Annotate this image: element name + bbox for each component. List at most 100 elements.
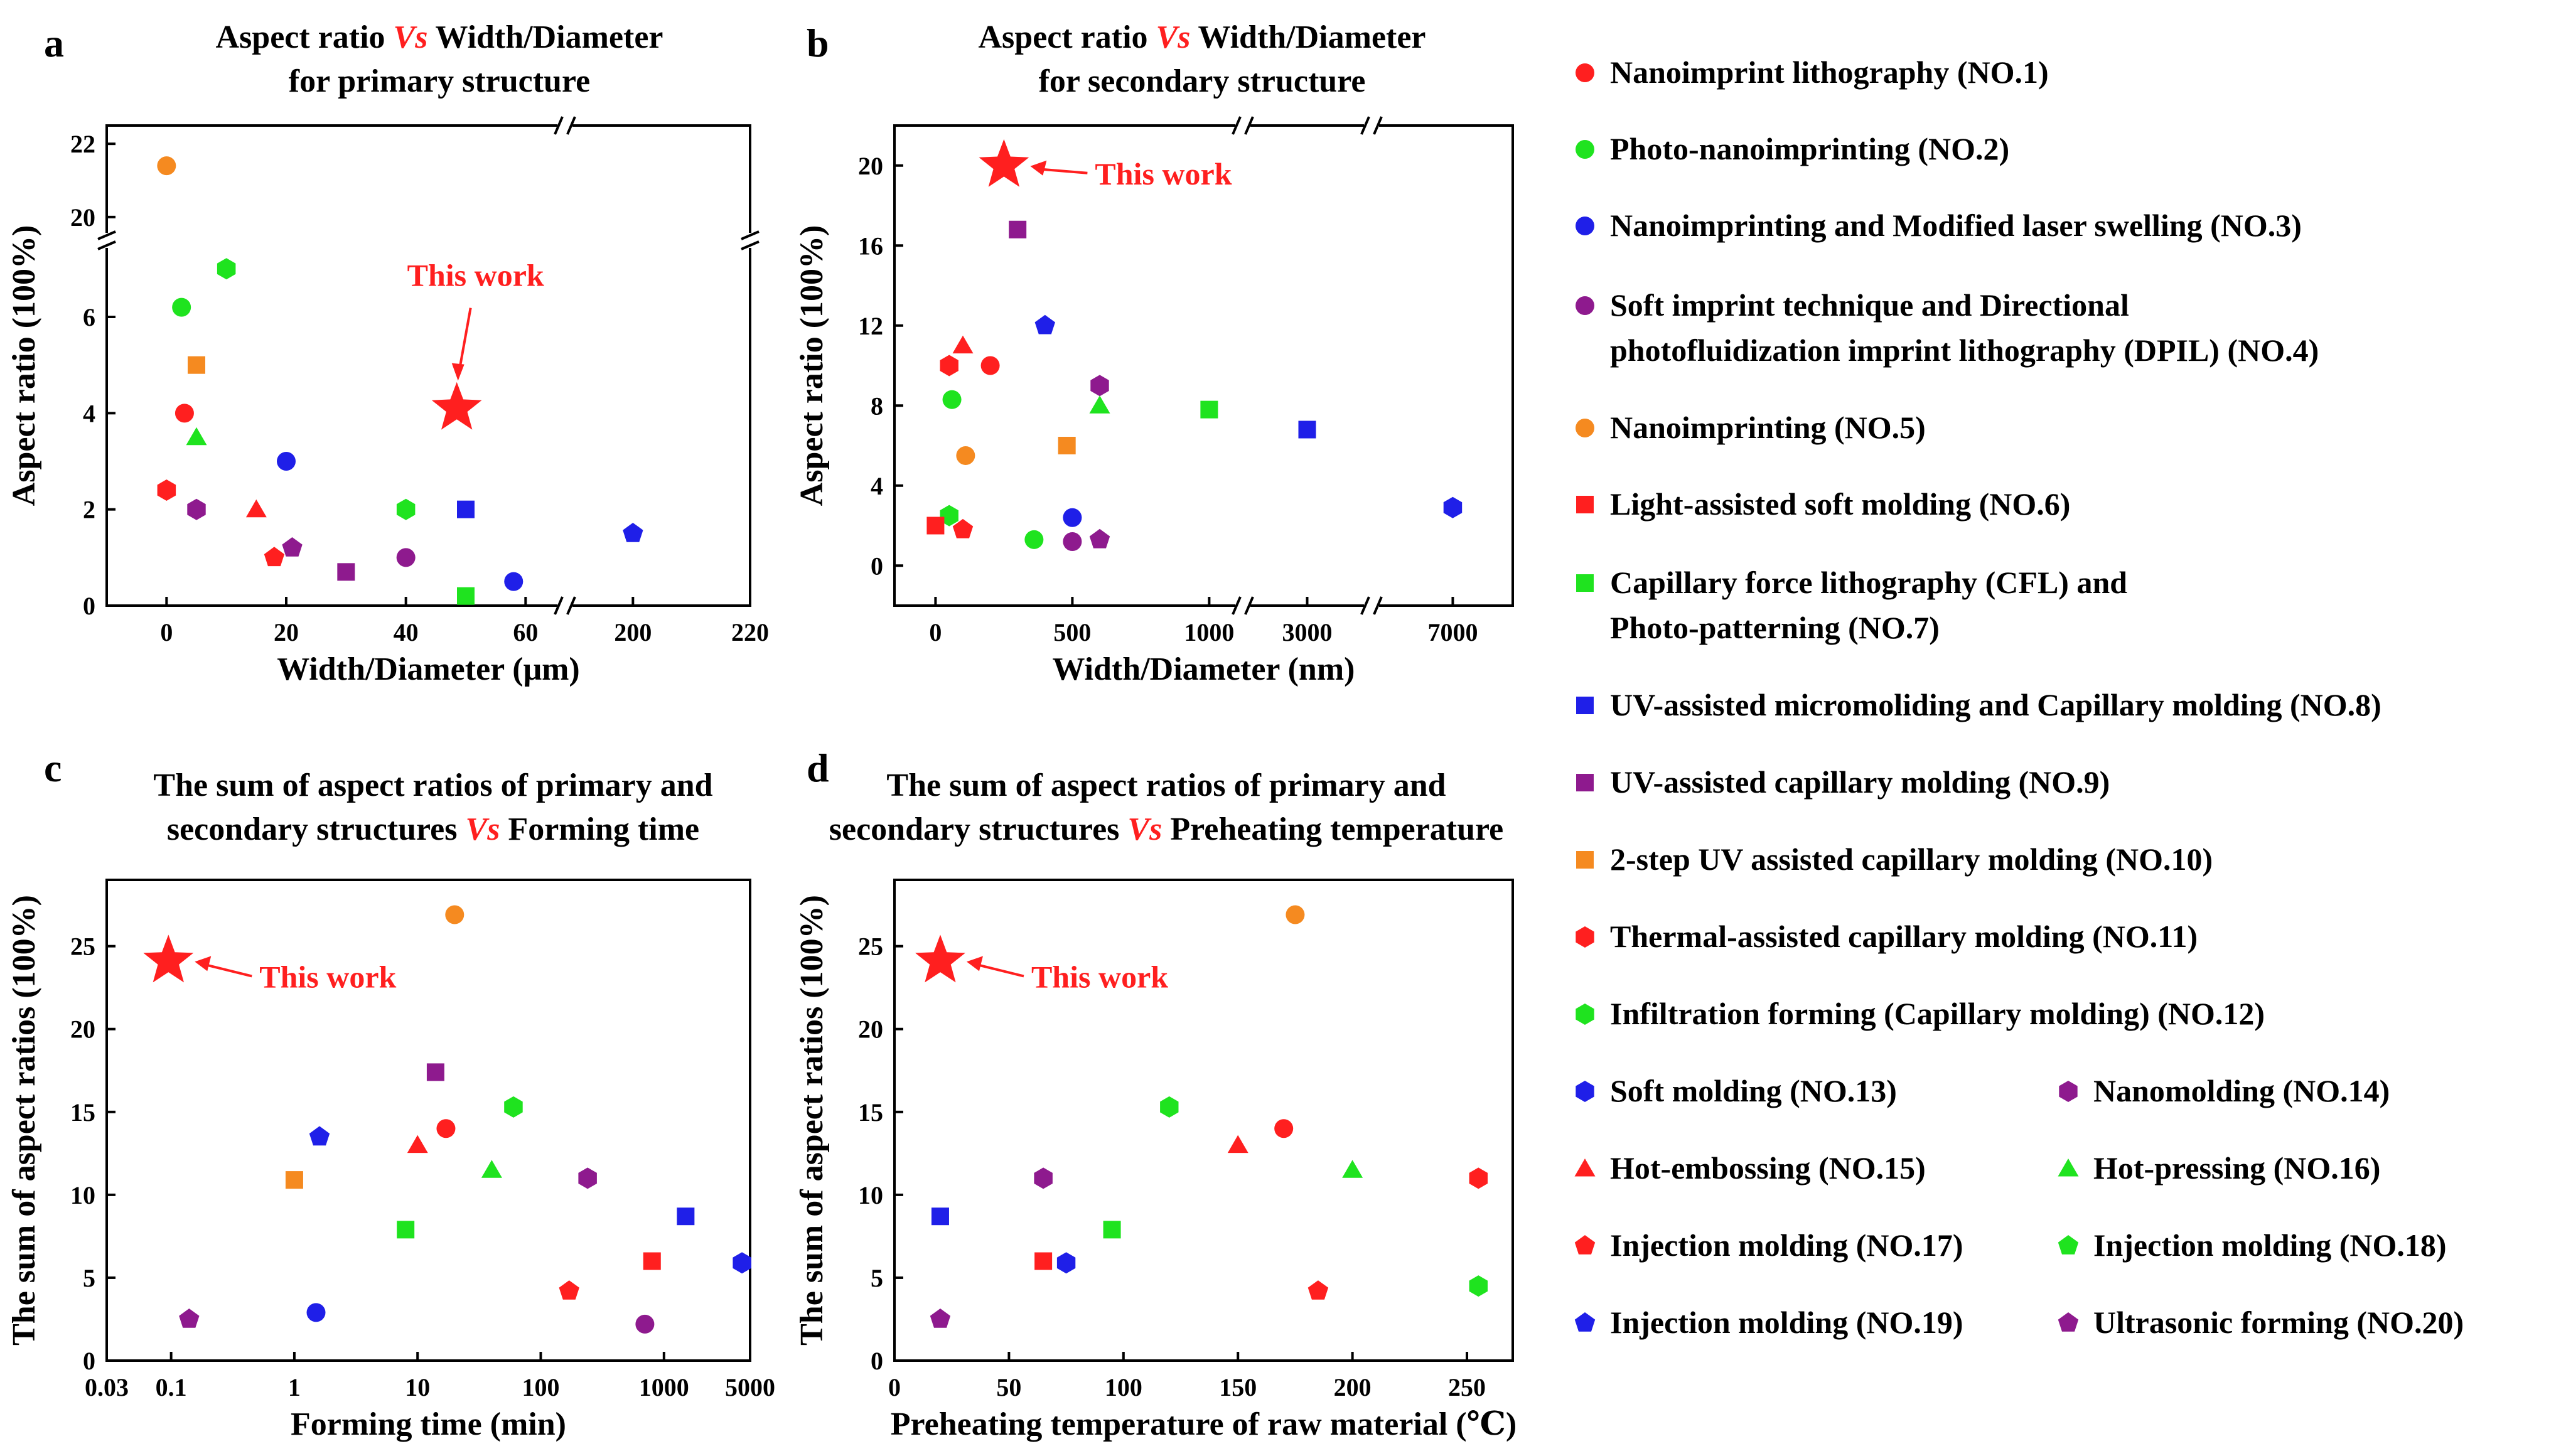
chart-title-vs: Vs [1127, 811, 1162, 847]
y-tick-label: 25 [858, 933, 883, 961]
legend-marker [2058, 1312, 2079, 1332]
data-point [1034, 1167, 1053, 1189]
x-axis-label: Width/Diameter (μm) [277, 651, 579, 687]
data-point [282, 537, 303, 557]
legend-label: photofluidization imprint lithography (D… [1610, 333, 2319, 368]
legend-marker [1574, 1312, 1596, 1332]
data-point [1063, 508, 1082, 527]
legend-label: Photo-nanoimprinting (NO.2) [1610, 131, 2009, 166]
chart-title-line2: secondary structures Vs Preheating tempe… [829, 811, 1504, 847]
data-point [1160, 1096, 1179, 1118]
data-point [931, 1207, 949, 1226]
y-tick-label: 16 [858, 232, 883, 260]
chart-title-part: Aspect ratio [979, 19, 1156, 55]
legend-marker [2059, 1081, 2078, 1102]
legend-label: 2-step UV assisted capillary molding (NO… [1610, 842, 2213, 877]
legend-marker [1576, 296, 1594, 315]
x-axis-label: Preheating temperature of raw material (… [891, 1406, 1517, 1442]
legend-label: Nanomolding (NO.14) [2093, 1073, 2390, 1108]
data-point [337, 563, 355, 581]
legend-label: Nanoimprinting (NO.5) [1610, 410, 1926, 445]
legend: Nanoimprint lithography (NO.1) Photo-nano… [1574, 55, 2464, 1340]
y-tick-label: 4 [83, 399, 95, 427]
x-tick-label: 250 [1448, 1373, 1486, 1401]
axis-break-mark [1373, 116, 1383, 135]
axis-break-mark [741, 240, 760, 250]
data-point [481, 1160, 502, 1178]
data-point [1103, 1221, 1121, 1239]
y-tick-label: 0 [871, 1347, 883, 1375]
x-tick-label: 0.03 [85, 1373, 129, 1401]
axis-break-mark [1360, 596, 1370, 615]
x-tick-label: 100 [1105, 1373, 1142, 1401]
legend-label: Capillary force lithography (CFL) and [1610, 565, 2127, 600]
legend-marker [1576, 63, 1594, 82]
data-point [426, 1063, 444, 1081]
data-point [188, 356, 205, 374]
chart-panel-a: a Aspect ratio Vs Width/Diameter for prima… [6, 19, 769, 687]
data-point [1063, 532, 1082, 551]
x-tick-label: 5000 [725, 1373, 775, 1401]
x-tick-label: 1000 [1184, 618, 1234, 646]
chart-title-part: secondary structures [167, 811, 466, 847]
this-work-label: This work [1031, 959, 1168, 994]
y-tick-label: 12 [858, 312, 883, 340]
x-tick-label: 1 [288, 1373, 301, 1401]
chart-title-line1: Aspect ratio Vs Width/Diameter [216, 19, 663, 55]
data-point [623, 523, 643, 542]
chart-title-line1: Aspect ratio Vs Width/Diameter [979, 19, 1426, 55]
this-work-arrow [205, 963, 252, 978]
legend-label: Hot-embossing (NO.15) [1610, 1150, 1926, 1186]
y-tick-label: 0 [871, 552, 883, 580]
axis-break-mark [741, 230, 760, 240]
chart-panel-c: c The sum of aspect ratios of primary and… [6, 746, 775, 1442]
data-point [1274, 1119, 1294, 1138]
axis-break-mark [1232, 596, 1242, 615]
y-tick-label: 5 [871, 1264, 883, 1292]
y-tick-label: 0 [83, 592, 95, 620]
data-point [1058, 437, 1076, 454]
legend-marker [1576, 851, 1594, 869]
x-axis-label: Forming time (min) [291, 1406, 566, 1442]
axis-break-mark [97, 230, 116, 240]
this-work-star [431, 382, 482, 430]
y-axis-label: Aspect ratio (100%) [794, 225, 830, 506]
data-point [172, 297, 191, 317]
data-point [407, 1135, 428, 1154]
legend-label: Soft imprint technique and Directional [1610, 287, 2129, 323]
y-axis-label: The sum of aspect ratios (100%) [794, 895, 830, 1346]
data-point [930, 1309, 951, 1328]
chart-title-vs: Vs [394, 19, 428, 55]
x-axis-label: Width/Diameter (nm) [1053, 651, 1355, 687]
data-point [285, 1171, 303, 1189]
this-work-star [915, 934, 965, 983]
data-point [457, 587, 475, 605]
data-point [1056, 1252, 1076, 1274]
y-tick-label: 0 [83, 1347, 95, 1375]
data-point [217, 258, 236, 280]
y-tick-label: 22 [70, 130, 95, 158]
data-point [1469, 1167, 1488, 1189]
data-point [1342, 1160, 1363, 1178]
legend-marker [1576, 419, 1594, 437]
this-work-star [143, 934, 194, 983]
x-tick-label: 500 [1053, 618, 1091, 646]
plot-frame [893, 879, 1514, 1362]
this-work-label: This work [407, 258, 544, 293]
x-tick-label: 0.1 [156, 1373, 187, 1401]
chart-title-line1: The sum of aspect ratios of primary and [153, 768, 712, 803]
x-tick-label: 220 [731, 618, 769, 646]
chart-panel-b: b Aspect ratio Vs Width/Diameter for secon… [794, 19, 1514, 687]
data-point [187, 498, 206, 520]
legend-label: UV-assisted micromoliding and Capillary … [1610, 687, 2381, 722]
legend-label: Soft molding (NO.13) [1610, 1073, 1897, 1108]
x-tick-label: 0 [888, 1373, 901, 1401]
this-work-arrowhead [966, 956, 983, 972]
legend-marker [1576, 1081, 1594, 1102]
data-point [559, 1280, 579, 1300]
x-tick-label: 3000 [1282, 618, 1333, 646]
data-point [1089, 395, 1110, 414]
chart-panel-d: d The sum of aspect ratios of primary and… [794, 746, 1517, 1442]
y-tick-label: 20 [858, 1015, 883, 1044]
